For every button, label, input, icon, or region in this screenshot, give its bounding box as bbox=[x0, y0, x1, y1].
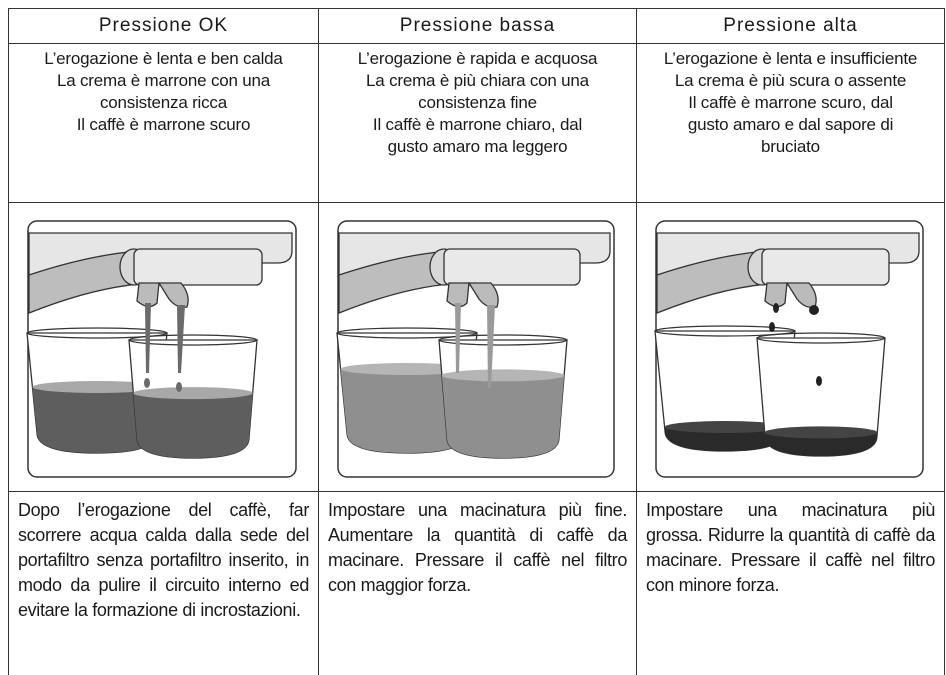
espresso-illustration bbox=[654, 220, 924, 478]
description-line: L’erogazione è lenta e insufficiente bbox=[663, 49, 918, 68]
description-line: La crema è più chiara con una bbox=[366, 71, 589, 90]
description-line: bruciato bbox=[761, 137, 820, 156]
instruction: Dopo l’erogazione del caffè, far scorrer… bbox=[18, 500, 309, 620]
column: Pressione bassa L’erogazione è rapida e a… bbox=[318, 8, 636, 675]
description-line: Il caffè è marrone chiaro, dal bbox=[372, 115, 583, 134]
description-line: La crema è marrone con una bbox=[56, 71, 271, 90]
column-header: Pressione OK bbox=[9, 8, 318, 44]
description-line: L’erogazione è rapida e acquosa bbox=[357, 49, 598, 68]
table: Pressione OK L’erogazione è lenta e ben c… bbox=[8, 8, 945, 675]
illustration bbox=[637, 203, 944, 492]
description-line: La crema è più scura o assente bbox=[674, 71, 907, 90]
description-line: Il caffè è marrone scuro bbox=[76, 115, 251, 134]
illustration bbox=[319, 203, 636, 492]
description-line: consistenza fine bbox=[418, 93, 537, 112]
column: Pressione OK L’erogazione è lenta e ben c… bbox=[8, 8, 318, 675]
description-line: gusto amaro e dal sapore di bbox=[687, 115, 894, 134]
column: Pressione alta L’erogazione è lenta e ins… bbox=[636, 8, 945, 675]
instruction: Impostare una macinatura più fine. Aumen… bbox=[328, 500, 627, 595]
description-line: gusto amaro ma leggero bbox=[387, 137, 568, 156]
column-header: Pressione alta bbox=[637, 8, 944, 44]
description: L’erogazione è lenta e ben calda La crema… bbox=[9, 44, 318, 203]
description: L’erogazione è rapida e acquosa La crema … bbox=[319, 44, 636, 203]
espresso-illustration bbox=[336, 220, 615, 478]
espresso-illustration bbox=[26, 220, 297, 478]
description: L’erogazione è lenta e insufficiente La c… bbox=[637, 44, 944, 203]
description-line: consistenza ricca bbox=[100, 93, 227, 112]
illustration bbox=[9, 203, 318, 492]
instruction: Impostare una macinatura più grossa. Rid… bbox=[646, 500, 935, 595]
description-line: Il caffè è marrone scuro, dal bbox=[688, 93, 893, 112]
description-line: L’erogazione è lenta e ben calda bbox=[44, 49, 283, 68]
column-header: Pressione bassa bbox=[319, 8, 636, 44]
